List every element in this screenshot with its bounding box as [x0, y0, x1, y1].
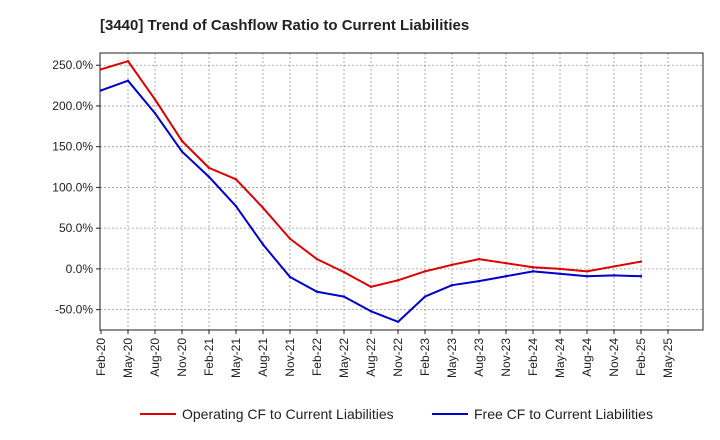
- x-tick-label: Feb-21: [202, 338, 216, 376]
- data-point-operating-cf: [288, 237, 292, 240]
- x-tick-label: Nov-22: [391, 338, 405, 377]
- y-tick-label: -50.0%: [55, 303, 93, 317]
- data-point-operating-cf: [99, 68, 103, 71]
- x-tick-label: Aug-24: [580, 338, 594, 377]
- x-tick-label: Nov-24: [607, 338, 621, 377]
- data-point-free-cf: [639, 275, 643, 278]
- grid-lines: [100, 53, 703, 330]
- data-point-operating-cf: [531, 266, 535, 269]
- data-point-operating-cf: [342, 270, 346, 274]
- data-point-free-cf: [126, 79, 130, 82]
- data-point-free-cf: [207, 175, 211, 179]
- data-point-free-cf: [558, 272, 562, 275]
- x-axis: Feb-20 May-20 Aug-20 Nov-20 Feb-21 May-21 Aug-…: [94, 330, 675, 378]
- data-point-free-cf: [342, 295, 346, 298]
- data-point-operating-cf: [558, 267, 562, 271]
- x-tick-label: Aug-21: [256, 338, 270, 377]
- data-point-free-cf: [450, 283, 454, 287]
- data-point-free-cf: [261, 243, 265, 246]
- y-tick-label: 150.0%: [52, 140, 93, 154]
- data-point-free-cf: [531, 270, 535, 273]
- data-point-operating-cf: [315, 257, 319, 261]
- data-point-operating-cf: [585, 270, 589, 273]
- data-point-operating-cf: [207, 166, 211, 170]
- legend-label: Operating CF to Current Liabilities: [182, 406, 394, 422]
- data-point-operating-cf: [477, 257, 481, 261]
- data-point-free-cf: [315, 290, 319, 293]
- x-tick-label: Feb-24: [526, 338, 540, 376]
- x-tick-label: Feb-22: [310, 338, 324, 376]
- x-tick-label: May-21: [229, 338, 243, 378]
- y-tick-label: 200.0%: [52, 99, 93, 113]
- data-point-free-cf: [396, 320, 400, 324]
- data-point-operating-cf: [234, 178, 238, 181]
- data-point-operating-cf: [639, 260, 643, 263]
- plot-area: [99, 52, 704, 331]
- data-point-operating-cf: [396, 279, 400, 282]
- data-point-free-cf: [585, 275, 589, 278]
- x-tick-label: May-24: [553, 338, 567, 378]
- x-tick-label: Nov-20: [175, 338, 189, 377]
- y-tick-label: 250.0%: [52, 58, 93, 72]
- x-tick-label: Aug-23: [472, 338, 486, 377]
- data-point-operating-cf: [369, 285, 373, 289]
- series-lines: [99, 59, 643, 324]
- data-point-operating-cf: [423, 270, 427, 273]
- legend-label: Free CF to Current Liabilities: [474, 406, 653, 422]
- data-point-operating-cf: [450, 263, 454, 267]
- data-point-operating-cf: [612, 265, 616, 268]
- data-point-free-cf: [477, 279, 481, 283]
- x-tick-label: Feb-20: [94, 338, 108, 376]
- x-tick-label: May-23: [445, 338, 459, 378]
- x-tick-label: Aug-22: [364, 338, 378, 377]
- y-tick-label: 0.0%: [66, 262, 94, 276]
- x-tick-label: Feb-25: [634, 338, 648, 376]
- chart-title: [3440] Trend of Cashflow Ratio to Curren…: [100, 17, 469, 34]
- data-point-free-cf: [99, 89, 103, 92]
- y-axis: -50.0% 0.0% 50.0% 100.0% 150.0% 200.0% 250.0%: [52, 58, 100, 317]
- data-point-free-cf: [180, 150, 184, 153]
- x-tick-label: May-25: [661, 338, 675, 378]
- x-tick-label: May-20: [121, 338, 135, 378]
- x-tick-label: May-22: [337, 338, 351, 378]
- data-point-operating-cf: [126, 59, 130, 63]
- x-tick-label: Nov-23: [499, 338, 513, 377]
- data-point-free-cf: [423, 295, 427, 298]
- legend: Operating CF to Current Liabilities Free …: [140, 406, 653, 422]
- data-point-free-cf: [504, 275, 508, 278]
- data-point-free-cf: [288, 275, 292, 279]
- y-tick-label: 50.0%: [59, 221, 93, 235]
- data-point-free-cf: [612, 274, 616, 277]
- data-point-operating-cf: [504, 261, 508, 265]
- data-point-free-cf: [153, 112, 157, 115]
- data-point-operating-cf: [153, 98, 157, 101]
- data-point-operating-cf: [261, 206, 265, 209]
- x-tick-label: Nov-21: [283, 338, 297, 377]
- data-point-free-cf: [369, 310, 373, 313]
- data-point-free-cf: [234, 204, 238, 208]
- x-tick-label: Feb-23: [418, 338, 432, 376]
- data-point-operating-cf: [180, 139, 184, 143]
- y-tick-label: 100.0%: [52, 180, 93, 194]
- x-tick-label: Aug-20: [148, 338, 162, 377]
